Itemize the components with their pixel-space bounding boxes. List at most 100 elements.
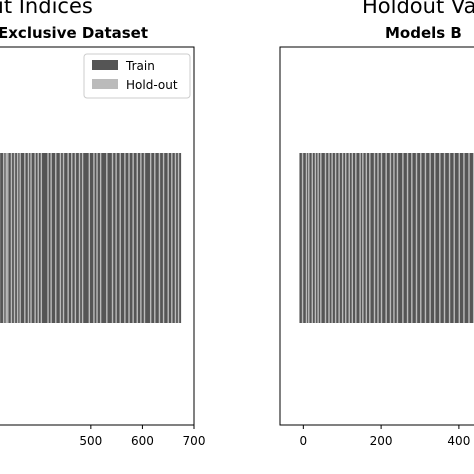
right-holdout-stripe-21 bbox=[373, 153, 376, 323]
left-plot-panel: 500 600 700 Train Hold-out bbox=[0, 46, 205, 448]
left-holdout-stripe-17 bbox=[59, 153, 62, 323]
left-holdout-stripe-35 bbox=[136, 153, 138, 323]
legend-swatch-1 bbox=[92, 79, 118, 89]
right-holdout-stripe-4 bbox=[314, 153, 317, 323]
legend-label-1: Hold-out bbox=[126, 78, 178, 92]
left-holdout-stripe-28 bbox=[106, 153, 108, 323]
right-holdout-stripe-14 bbox=[348, 153, 350, 323]
left-holdout-stripe-42 bbox=[167, 153, 169, 323]
left-holdout-stripe-5 bbox=[13, 153, 16, 323]
left-holdout-stripe-33 bbox=[128, 153, 130, 323]
left-holdout-stripe-36 bbox=[140, 153, 142, 323]
right-holdout-stripe-32 bbox=[420, 153, 422, 323]
left-holdout-stripe-43 bbox=[171, 153, 173, 323]
left-holdout-stripe-19 bbox=[67, 153, 69, 323]
right-holdout-stripe-11 bbox=[338, 153, 340, 323]
left-holdout-stripe-26 bbox=[96, 153, 98, 323]
right-plot-panel: 0 200 400 bbox=[279, 46, 474, 448]
right-holdout-stripe-40 bbox=[458, 153, 460, 323]
left-holdout-stripe-41 bbox=[162, 153, 165, 323]
right-holdout-stripe-6 bbox=[320, 153, 322, 323]
left-axes-frame bbox=[0, 46, 195, 426]
right-xtick-label-1: 200 bbox=[370, 434, 393, 448]
right-holdout-stripe-33 bbox=[424, 153, 427, 323]
right-xtick-label-0: 0 bbox=[300, 434, 308, 448]
right-holdout-stripe-22 bbox=[377, 153, 379, 323]
left-holdout-stripe-16 bbox=[55, 153, 57, 323]
right-holdout-stripe-7 bbox=[324, 153, 327, 323]
left-holdout-stripe-2 bbox=[5, 153, 7, 323]
left-holdout-stripe-34 bbox=[132, 153, 134, 323]
right-holdout-stripe-20 bbox=[369, 153, 371, 323]
right-holdout-stripe-5 bbox=[317, 153, 319, 323]
right-holdout-stripe-0 bbox=[301, 153, 304, 323]
legend-swatch-0 bbox=[92, 60, 118, 70]
left-holdout-stripe-45 bbox=[177, 153, 180, 323]
right-holdout-stripe-1 bbox=[305, 153, 308, 323]
left-holdout-stripe-1 bbox=[2, 153, 5, 323]
right-holdout-stripe-36 bbox=[439, 153, 441, 323]
legend-label-0: Train bbox=[125, 59, 155, 73]
right-holdout-stripe-15 bbox=[351, 153, 354, 323]
left-holdout-stripe-20 bbox=[71, 153, 73, 323]
left-panel-title: it Indices bbox=[0, 0, 93, 18]
left-holdout-stripe-38 bbox=[149, 153, 152, 323]
left-panel-subtitle: Exclusive Dataset bbox=[0, 24, 149, 42]
right-axes-frame bbox=[279, 46, 474, 426]
right-holdout-stripe-38 bbox=[448, 153, 451, 323]
right-holdout-stripe-13 bbox=[345, 153, 347, 323]
left-xtick-label-1: 600 bbox=[131, 434, 154, 448]
left-holdout-stripe-3 bbox=[7, 153, 9, 323]
right-holdout-stripe-29 bbox=[406, 153, 409, 323]
right-holdout-stripe-24 bbox=[385, 153, 387, 323]
left-holdout-stripe-4 bbox=[10, 153, 13, 323]
left-holdout-stripe-31 bbox=[119, 153, 121, 323]
right-holdout-stripe-41 bbox=[463, 153, 465, 323]
left-xtick-label-0: 500 bbox=[79, 434, 102, 448]
right-holdout-stripe-27 bbox=[396, 153, 399, 323]
left-holdout-stripe-6 bbox=[16, 153, 19, 323]
left-holdout-stripe-25 bbox=[93, 153, 95, 323]
right-holdout-stripe-34 bbox=[429, 153, 431, 323]
left-holdout-stripe-37 bbox=[143, 153, 146, 323]
left-holdout-stripe-39 bbox=[154, 153, 156, 323]
right-holdout-stripe-8 bbox=[328, 153, 330, 323]
left-holdout-stripe-32 bbox=[124, 153, 126, 323]
left-holdout-stripe-21 bbox=[74, 153, 77, 323]
left-holdout-stripe-9 bbox=[27, 153, 30, 323]
left-holdout-stripe-10 bbox=[30, 153, 32, 323]
right-holdout-stripe-9 bbox=[331, 153, 333, 323]
right-holdout-stripe-3 bbox=[311, 153, 313, 323]
right-holdout-stripe-39 bbox=[453, 153, 455, 323]
left-holdout-stripe-13 bbox=[40, 153, 43, 323]
left-holdout-stripe-24 bbox=[88, 153, 90, 323]
left-holdout-stripe-40 bbox=[158, 153, 161, 323]
right-holdout-stripe-17 bbox=[359, 153, 361, 323]
left-holdout-stripe-27 bbox=[99, 153, 102, 323]
right-holdout-stripe-26 bbox=[393, 153, 395, 323]
right-panel-subtitle: Models B bbox=[385, 24, 462, 42]
left-holdout-stripe-29 bbox=[111, 153, 114, 323]
right-xtick-label-2: 400 bbox=[447, 434, 470, 448]
right-holdout-stripe-28 bbox=[402, 153, 404, 323]
right-holdout-stripe-10 bbox=[334, 153, 337, 323]
left-holdout-stripe-8 bbox=[24, 153, 26, 323]
right-holdout-stripe-23 bbox=[380, 153, 383, 323]
left-holdout-stripe-22 bbox=[78, 153, 81, 323]
right-holdout-stripe-2 bbox=[308, 153, 310, 323]
left-holdout-stripe-18 bbox=[62, 153, 65, 323]
right-holdout-stripe-31 bbox=[415, 153, 418, 323]
left-holdout-stripe-12 bbox=[37, 153, 39, 323]
right-panel-title: Holdout Va bbox=[362, 0, 474, 18]
right-holdout-stripe-25 bbox=[389, 153, 392, 323]
left-holdout-stripe-23 bbox=[81, 153, 84, 323]
left-holdout-stripe-14 bbox=[47, 153, 49, 323]
right-holdout-stripe-43 bbox=[472, 153, 474, 323]
right-holdout-stripe-30 bbox=[411, 153, 413, 323]
left-holdout-stripe-44 bbox=[174, 153, 177, 323]
left-holdout-stripe-15 bbox=[50, 153, 52, 323]
right-holdout-stripe-37 bbox=[443, 153, 446, 323]
right-holdout-stripe-12 bbox=[341, 153, 344, 323]
right-holdout-stripe-19 bbox=[365, 153, 368, 323]
